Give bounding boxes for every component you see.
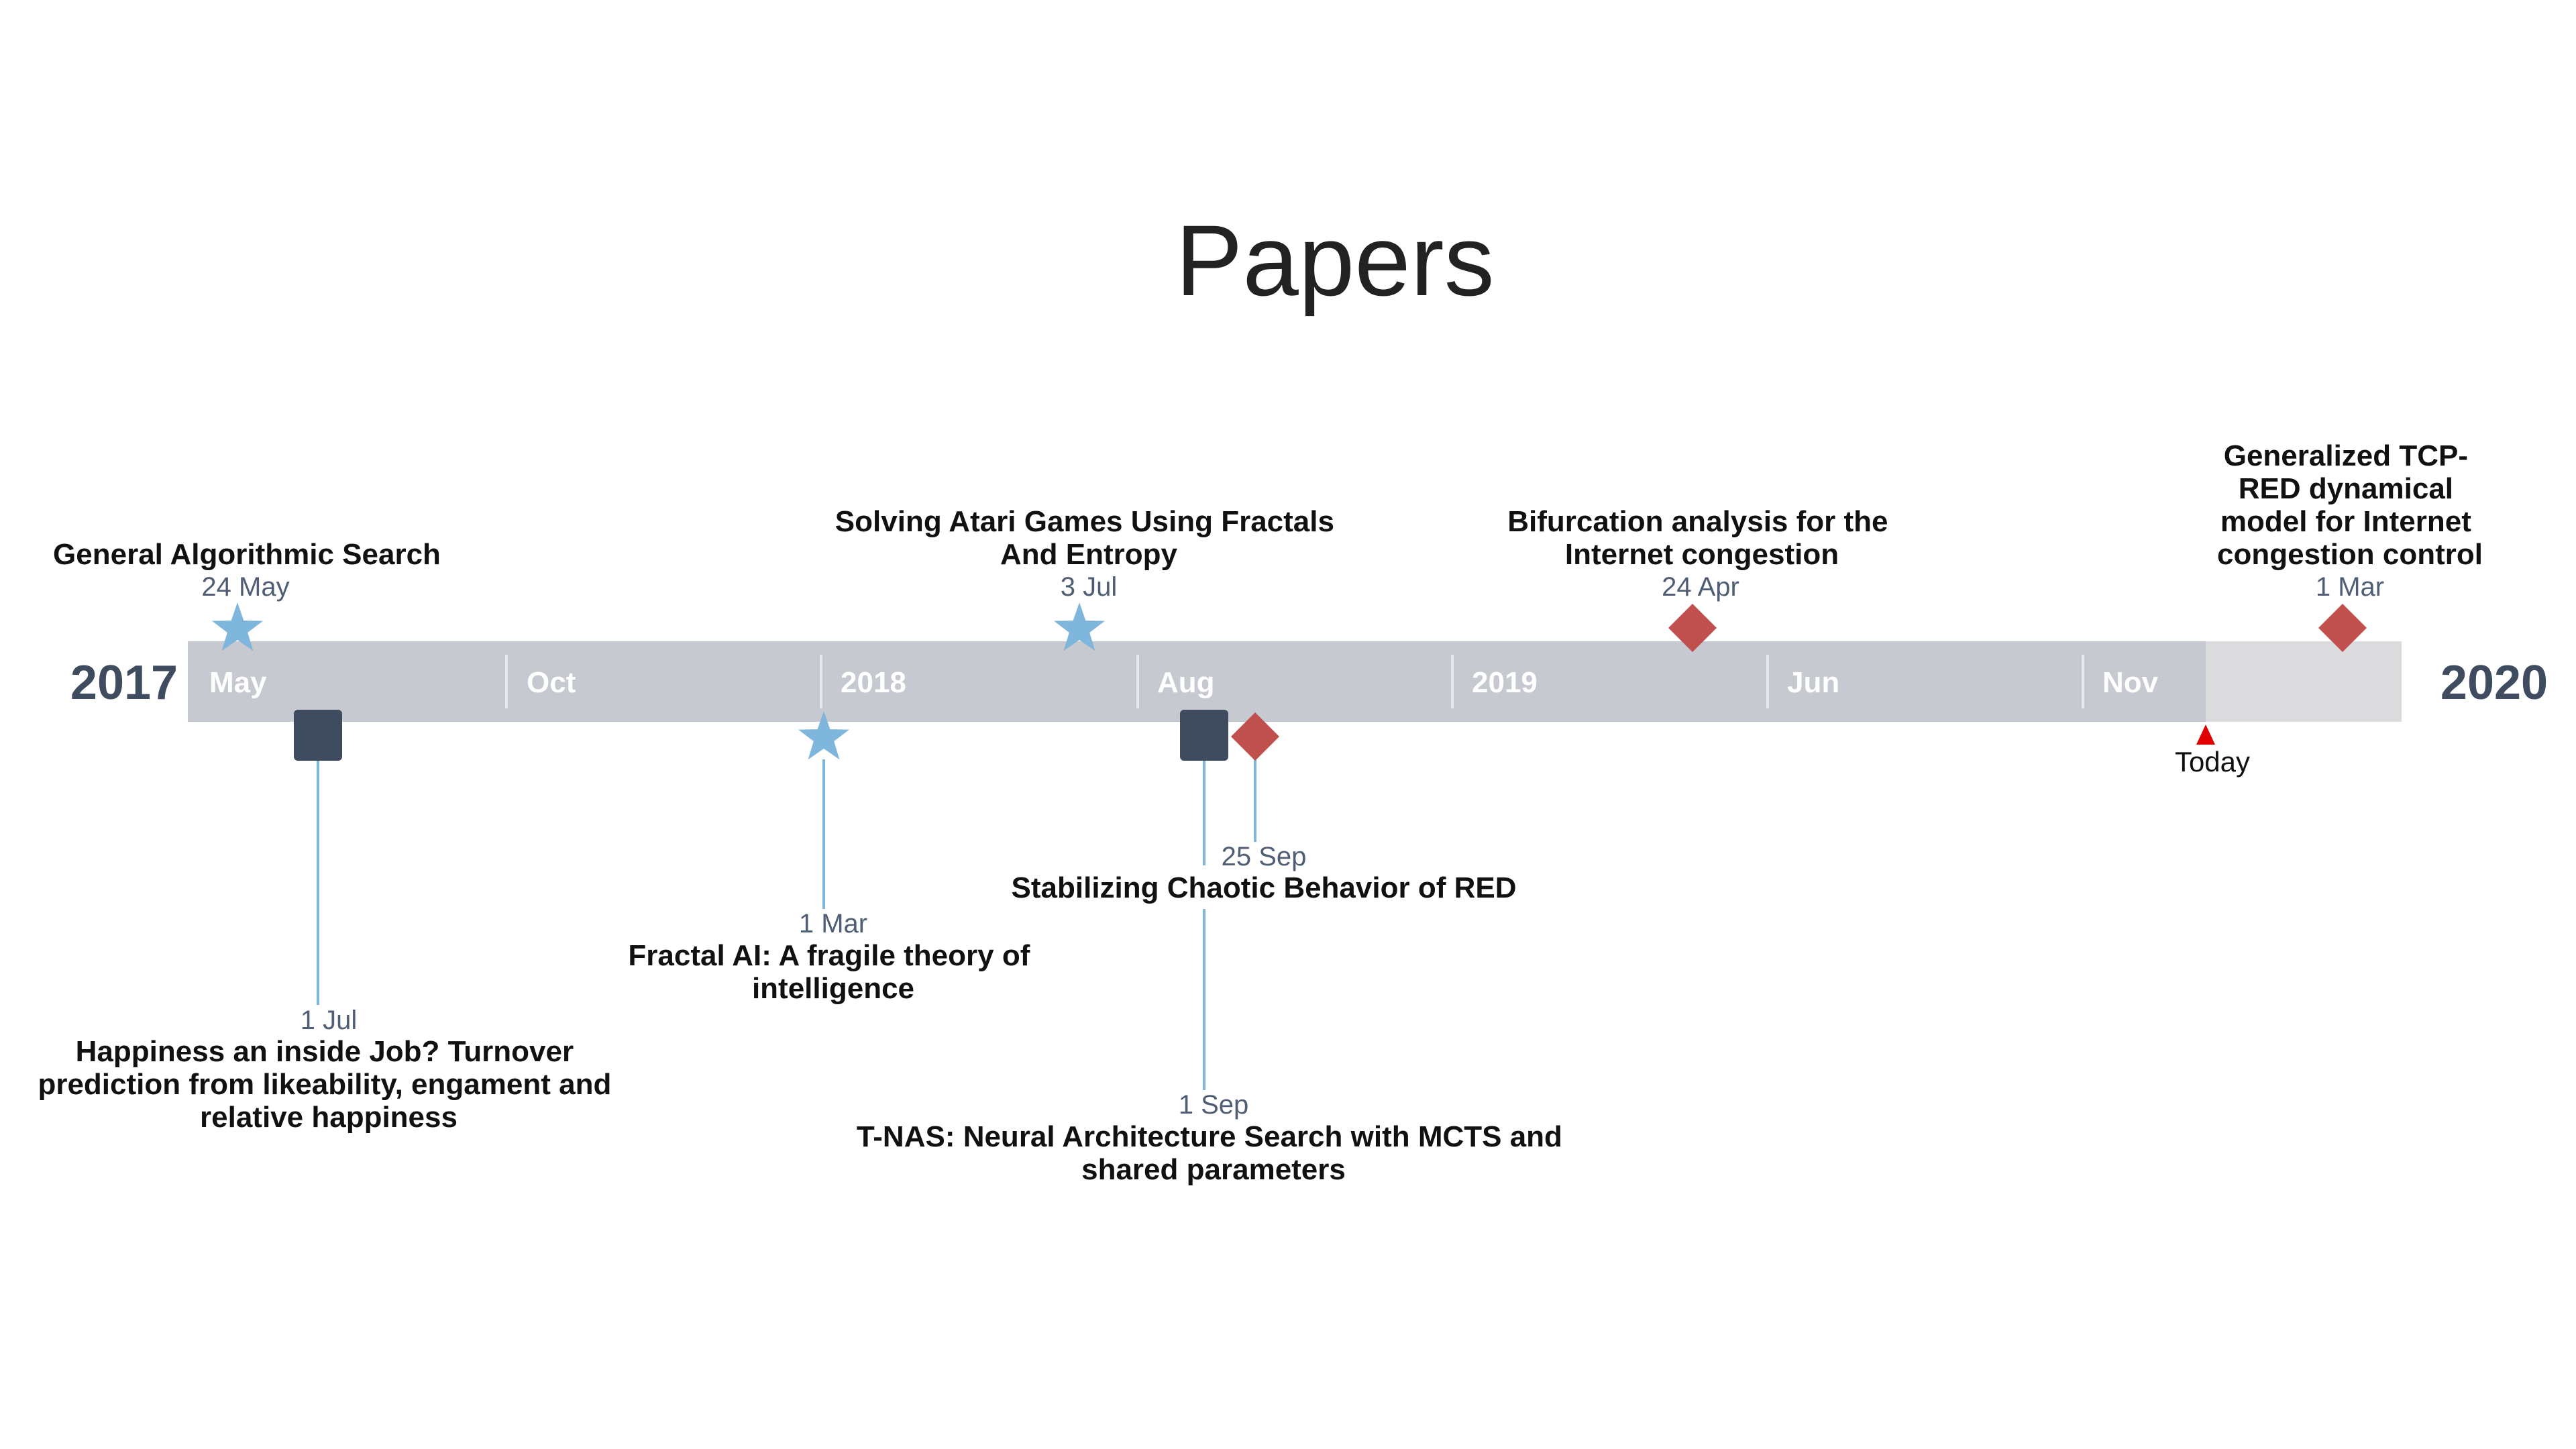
event-markers — [212, 602, 2367, 761]
event-title: Bifurcation analysis for the Internet co… — [1507, 505, 1896, 571]
end-year-label: 2020 — [2440, 656, 2548, 710]
event-star-icon[interactable] — [798, 711, 849, 760]
event-label-group: General Algorithmic Search 24 May — [53, 538, 441, 602]
event-date: 1 Sep — [1179, 1090, 1249, 1120]
event-connectors — [317, 759, 1256, 1090]
event-title-line: General Algorithmic Search — [53, 538, 441, 571]
event-star-icon[interactable] — [1054, 602, 1105, 651]
event-date: 1 Jul — [301, 1006, 358, 1035]
tick-label: 2018 — [841, 666, 906, 699]
timeline-future-segment — [2206, 641, 2402, 722]
event-title-line: T-NAS: Neural Architecture Search with M… — [857, 1120, 1562, 1153]
start-year-label: 2017 — [70, 656, 178, 710]
event-title-line: Happiness an inside Job? Turnover — [76, 1035, 574, 1068]
today-marker-icon — [2196, 724, 2215, 745]
event-label-group: Bifurcation analysis for the Internet co… — [1507, 505, 1896, 602]
tick-label: 2019 — [1472, 666, 1538, 699]
event-title-line: prediction from likeability, engament an… — [38, 1068, 611, 1101]
event-title-line: Stabilizing Chaotic Behavior of RED — [1012, 871, 1517, 904]
event-title-line: relative happiness — [200, 1101, 458, 1134]
event-title-line: shared parameters — [1081, 1153, 1346, 1186]
event-title-line: model for Internet — [2220, 505, 2471, 538]
page-title: Papers — [1175, 204, 1494, 317]
event-label-group: 1 Sep T-NAS: Neural Architecture Search … — [857, 1090, 1570, 1186]
event-title: Generalized TCP- RED dynamical model for… — [2217, 439, 2483, 571]
event-date: 3 Jul — [1061, 572, 1118, 602]
event-title-line: Solving Atari Games Using Fractals — [835, 505, 1334, 538]
tick-label: Nov — [2102, 666, 2159, 699]
event-title: Happiness an inside Job? Turnover predic… — [38, 1035, 619, 1134]
event-title: T-NAS: Neural Architecture Search with M… — [857, 1120, 1570, 1186]
tick-label: May — [209, 666, 267, 699]
event-diamond-icon[interactable] — [2318, 604, 2367, 652]
event-square-icon[interactable] — [1180, 710, 1228, 761]
tick-dividers — [505, 655, 2084, 708]
tick-label: Jun — [1787, 666, 1839, 699]
event-title-line: RED dynamical — [2239, 472, 2453, 505]
today-label: Today — [2175, 746, 2250, 777]
event-title-line: Generalized TCP- — [2224, 439, 2468, 472]
event-title-line: intelligence — [752, 972, 914, 1005]
event-title: Fractal AI: A fragile theory of intellig… — [628, 939, 1038, 1005]
event-title-line: Internet congestion — [1565, 538, 1839, 571]
event-date: 24 Apr — [1662, 572, 1739, 602]
event-title: Stabilizing Chaotic Behavior of RED — [1012, 871, 1517, 904]
event-title-line: Fractal AI: A fragile theory of — [628, 939, 1030, 972]
event-title-line: Bifurcation analysis for the — [1507, 505, 1888, 538]
event-label-group: Solving Atari Games Using Fractals And E… — [835, 505, 1342, 602]
event-title: General Algorithmic Search — [53, 538, 441, 571]
event-date: 1 Mar — [2316, 572, 2384, 602]
tick-label: Oct — [527, 666, 576, 699]
event-label-group: 1 Mar Fractal AI: A fragile theory of in… — [628, 909, 1038, 1005]
tick-label: Aug — [1157, 666, 1215, 699]
event-label-group: 1 Jul Happiness an inside Job? Turnover … — [38, 1006, 619, 1134]
event-date: 1 Mar — [799, 909, 867, 938]
event-diamond-icon[interactable] — [1231, 712, 1279, 761]
event-title: Solving Atari Games Using Fractals And E… — [835, 505, 1342, 571]
event-label-group: 25 Sep Stabilizing Chaotic Behavior of R… — [1012, 842, 1517, 904]
event-title-line: And Entropy — [1000, 538, 1178, 571]
event-star-icon[interactable] — [212, 602, 263, 651]
tick-labels: May Oct 2018 Aug 2019 Jun Nov — [209, 666, 2159, 699]
event-date: 25 Sep — [1222, 842, 1307, 871]
event-diamond-icon[interactable] — [1668, 604, 1717, 652]
event-square-icon[interactable] — [294, 710, 342, 761]
event-title-line: congestion control — [2217, 538, 2483, 571]
event-label-group: Generalized TCP- RED dynamical model for… — [2217, 439, 2483, 602]
timeline-bar — [188, 641, 2206, 722]
event-date: 24 May — [201, 572, 289, 602]
